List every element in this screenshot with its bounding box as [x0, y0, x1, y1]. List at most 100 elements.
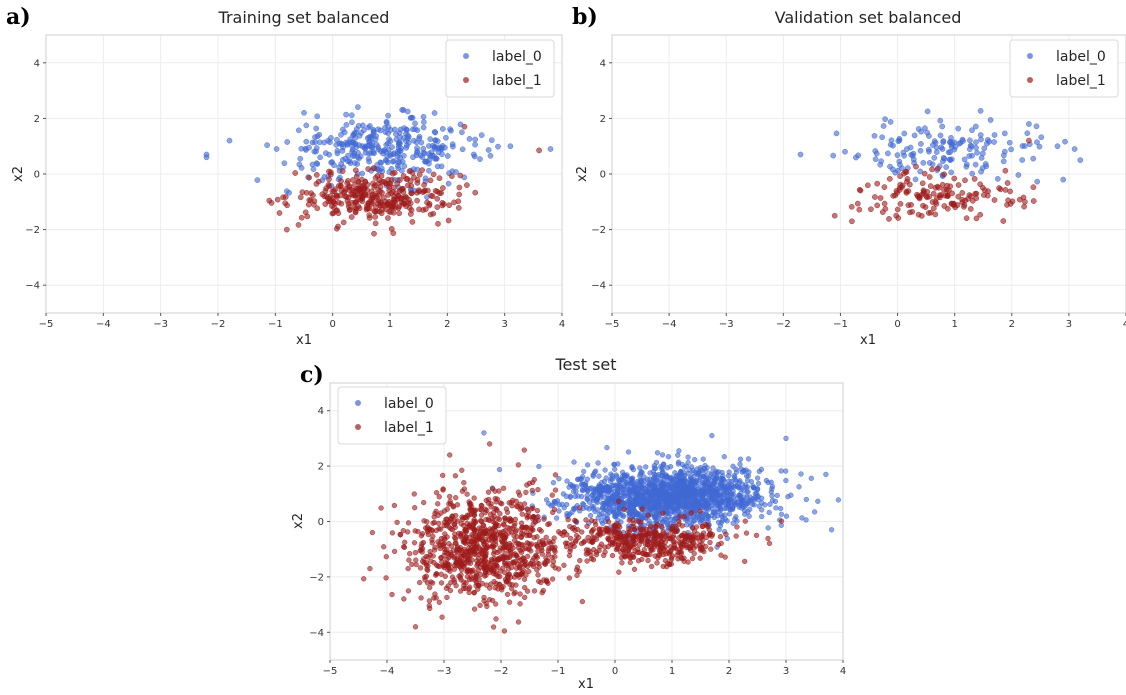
data-point — [500, 556, 506, 562]
data-point — [689, 525, 696, 531]
panel-a: a) Training set balanced −5 −4 −3 −2 −1 0 1 2 3 4… — [6, 4, 565, 348]
data-point — [495, 143, 501, 150]
data-point — [693, 490, 699, 496]
data-point — [969, 152, 975, 159]
data-point — [745, 456, 752, 462]
data-point — [656, 533, 663, 539]
data-point — [447, 568, 453, 574]
y-tick-label: −2 — [309, 572, 324, 583]
data-point — [973, 215, 980, 222]
data-point — [619, 560, 625, 566]
data-point — [420, 124, 427, 131]
data-point — [848, 203, 855, 210]
data-point — [334, 150, 341, 157]
data-point — [549, 492, 555, 498]
data-point — [664, 465, 671, 471]
data-point — [427, 584, 433, 591]
data-point — [551, 547, 558, 553]
data-point — [332, 186, 339, 193]
data-point — [724, 518, 730, 524]
chart-title-b: Validation set balanced — [775, 8, 962, 27]
data-point — [381, 178, 387, 185]
data-point — [564, 540, 570, 546]
data-point — [1034, 178, 1041, 185]
y-tick-label: −4 — [591, 281, 606, 292]
data-point — [515, 619, 522, 625]
data-point — [659, 452, 666, 458]
data-point — [972, 161, 979, 168]
chart-title-c: Test set — [554, 355, 616, 374]
data-point — [967, 142, 974, 149]
data-point — [325, 182, 332, 188]
data-point — [596, 473, 602, 479]
data-point — [365, 155, 372, 162]
data-point — [502, 515, 508, 521]
data-point — [897, 173, 903, 179]
data-point — [835, 497, 842, 503]
data-point — [449, 173, 455, 179]
data-point — [529, 487, 535, 494]
data-point — [419, 531, 426, 537]
data-point — [282, 194, 289, 200]
data-point — [645, 538, 651, 545]
data-point — [934, 165, 941, 172]
data-point — [391, 169, 398, 176]
data-point — [765, 535, 771, 542]
data-point — [388, 190, 394, 197]
data-point — [414, 180, 421, 186]
y-tick-label: 2 — [318, 462, 324, 473]
data-point — [723, 531, 729, 537]
data-point — [574, 476, 581, 483]
x-tick-label: −3 — [153, 319, 168, 330]
data-point — [895, 167, 901, 174]
data-point — [645, 512, 652, 519]
data-point — [440, 185, 446, 191]
data-point — [658, 549, 664, 556]
data-point — [912, 176, 919, 183]
data-point — [439, 614, 445, 620]
data-point — [432, 137, 439, 144]
data-point — [364, 187, 370, 193]
y-tick-label: 2 — [34, 114, 40, 125]
data-point — [732, 516, 738, 522]
data-point — [547, 146, 554, 152]
data-point — [736, 502, 742, 508]
data-point — [666, 532, 672, 538]
data-point — [650, 504, 656, 510]
data-point — [550, 562, 556, 569]
data-point — [436, 520, 442, 527]
data-point — [1077, 157, 1084, 163]
data-point — [731, 473, 737, 479]
data-point — [486, 441, 493, 447]
data-point — [611, 523, 617, 529]
data-point — [660, 563, 666, 570]
data-point — [388, 200, 395, 206]
legend-marker-label1-a — [463, 77, 469, 83]
data-point — [416, 171, 423, 178]
data-point — [943, 164, 950, 170]
data-point — [566, 553, 573, 559]
data-point — [1019, 157, 1026, 163]
data-point — [453, 169, 459, 175]
data-point — [497, 531, 504, 537]
data-point — [725, 487, 732, 494]
data-point — [413, 557, 419, 563]
data-point — [815, 498, 821, 504]
data-point — [389, 530, 396, 536]
data-point — [529, 526, 535, 532]
data-point — [405, 139, 412, 146]
data-point — [874, 180, 881, 187]
data-point — [435, 220, 441, 227]
data-point — [940, 139, 947, 145]
data-point — [531, 588, 538, 594]
data-point — [456, 191, 463, 198]
data-point — [436, 599, 442, 605]
legend-label1-b: label_1 — [1056, 73, 1106, 89]
data-point — [509, 542, 515, 548]
data-point — [364, 181, 371, 188]
data-point — [571, 459, 577, 465]
data-point — [931, 154, 938, 161]
data-point — [606, 509, 612, 516]
